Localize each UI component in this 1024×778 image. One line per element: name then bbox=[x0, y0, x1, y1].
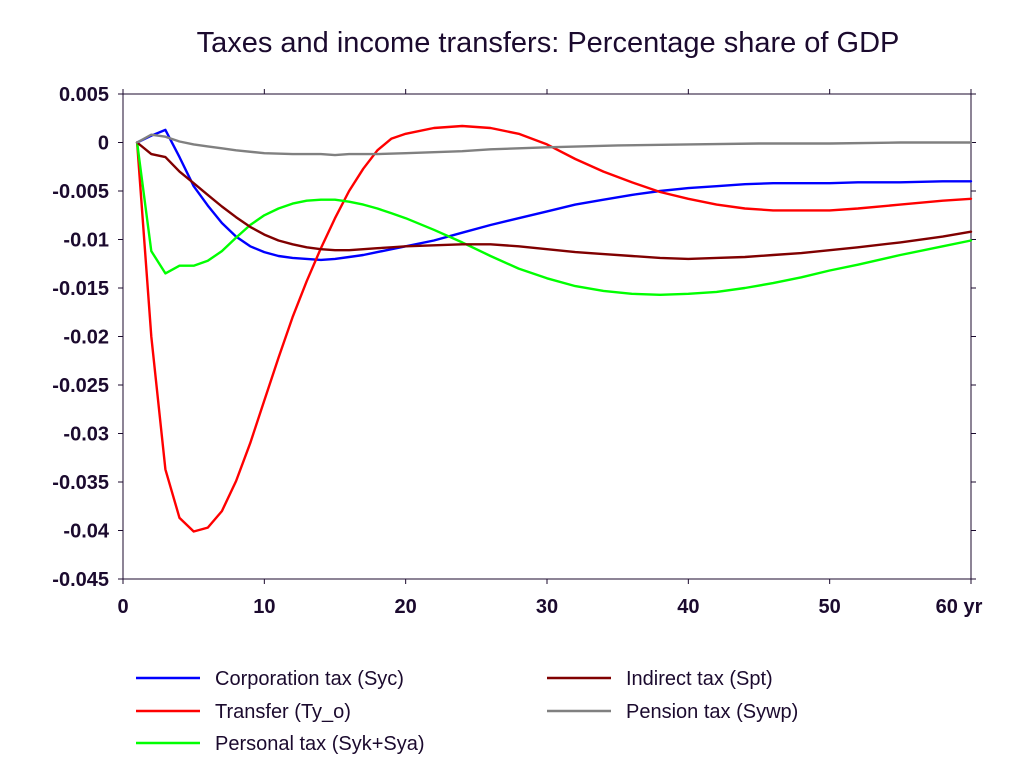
series-lines bbox=[135, 124, 973, 533]
x-tick-labels: 0 10 20 30 40 50 60 yr bbox=[117, 596, 982, 618]
y-tick-label: -0.035 bbox=[52, 472, 109, 494]
series-line-4 bbox=[135, 141, 973, 261]
y-tick-label: -0.015 bbox=[52, 278, 109, 300]
x-tick-label: 30 bbox=[536, 596, 558, 618]
plot-area-frame bbox=[122, 93, 972, 580]
y-tick-label: -0.025 bbox=[52, 375, 109, 397]
y-tick-label: -0.03 bbox=[63, 424, 109, 446]
series-line-3 bbox=[135, 141, 973, 296]
y-tick-label: -0.01 bbox=[63, 230, 109, 252]
legend-label-3: Personal tax (Syk+Sya) bbox=[215, 733, 425, 755]
y-tick-label: 0.005 bbox=[59, 84, 109, 106]
legend-label-1: Corporation tax (Syc) bbox=[215, 668, 404, 690]
x-tick-label: 10 bbox=[253, 596, 275, 618]
series-line-5 bbox=[135, 133, 973, 157]
x-tick-label: 20 bbox=[395, 596, 417, 618]
legend: Corporation tax (Syc) Transfer (Ty_o) Pers… bbox=[136, 668, 798, 755]
legend-label-4: Indirect tax (Spt) bbox=[626, 668, 773, 690]
series-line-2 bbox=[135, 124, 973, 533]
chart-title: Taxes and income transfers: Percentage s… bbox=[197, 27, 900, 59]
legend-label-2: Transfer (Ty_o) bbox=[215, 701, 351, 723]
y-tick-label: -0.005 bbox=[52, 181, 109, 203]
x-tick-label: 0 bbox=[117, 596, 128, 618]
x-tick-label: 50 bbox=[819, 596, 841, 618]
y-tick-label: -0.02 bbox=[63, 327, 109, 349]
y-tick-label: -0.04 bbox=[63, 521, 109, 543]
series-line-1 bbox=[135, 128, 973, 262]
axes bbox=[122, 93, 972, 580]
y-tick-labels: 0.005 0 -0.005 -0.01 -0.015 -0.02 -0.025 -0.03 -… bbox=[52, 84, 110, 591]
legend-label-5: Pension tax (Sywp) bbox=[626, 701, 798, 723]
tick-marks bbox=[118, 89, 976, 584]
x-tick-label: 40 bbox=[677, 596, 699, 618]
x-tick-label: 60 yr bbox=[936, 596, 983, 618]
y-tick-label: 0 bbox=[98, 133, 109, 155]
y-tick-label: -0.045 bbox=[52, 569, 109, 591]
